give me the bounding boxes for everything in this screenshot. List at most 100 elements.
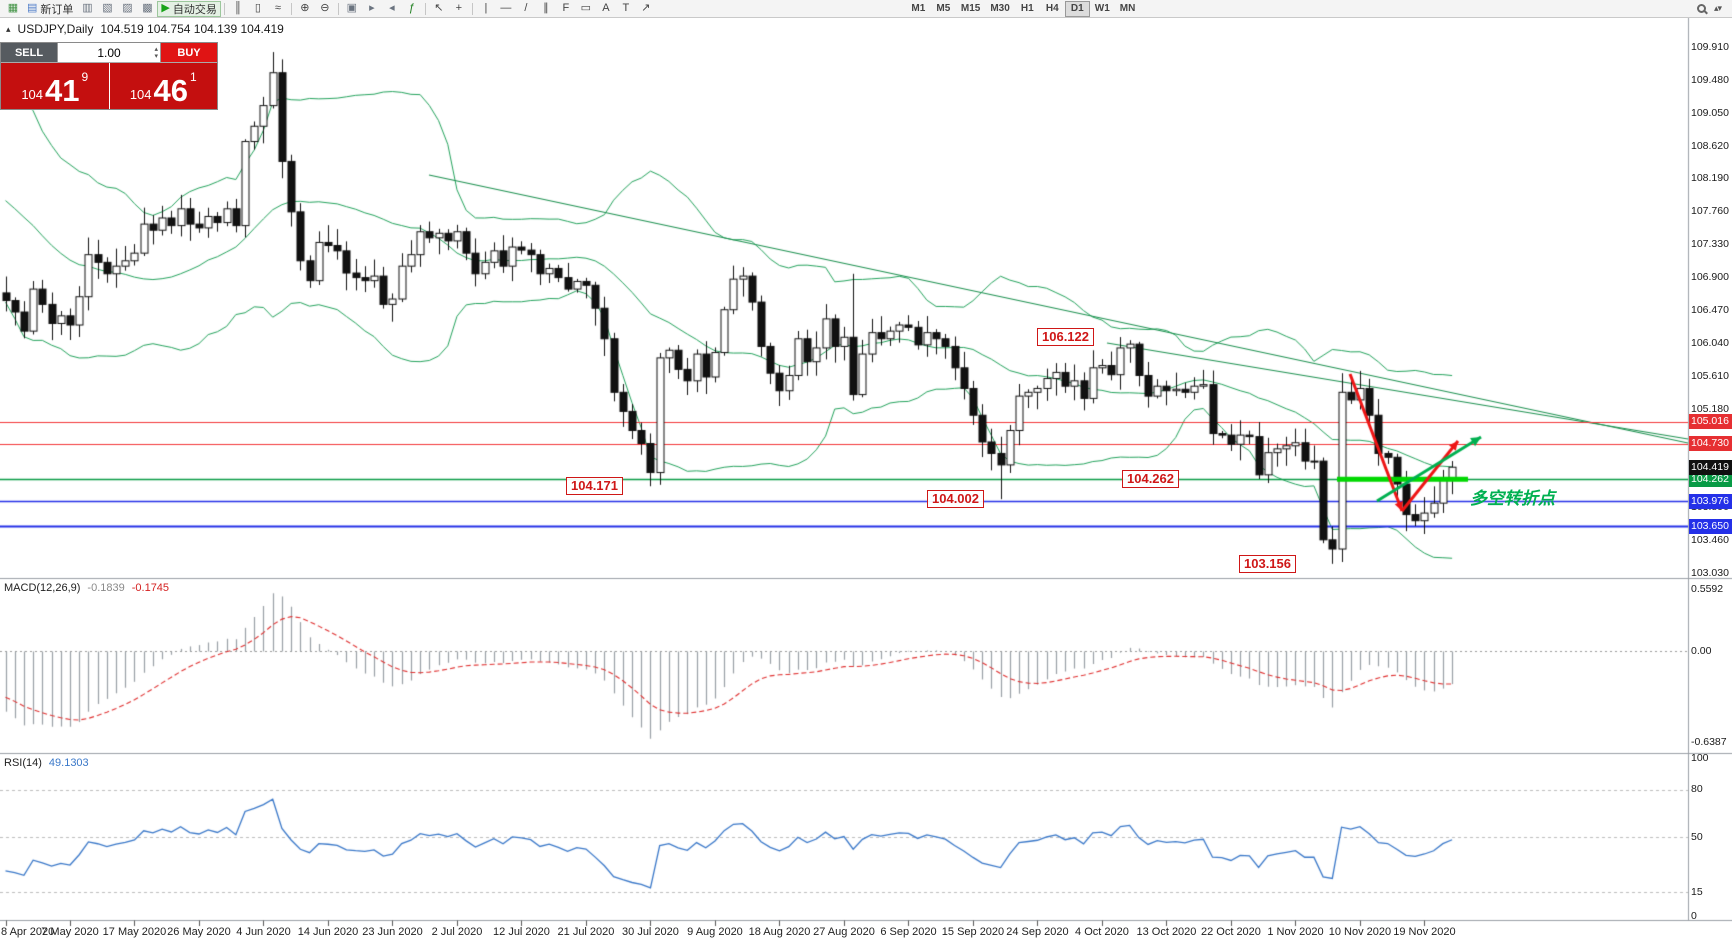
text-tool-button[interactable]: A — [596, 1, 616, 17]
date-label: 22 Oct 2020 — [1200, 926, 1261, 938]
macd-indicator-label: MACD(12,26,9) -0.1839 -0.1745 — [4, 582, 169, 594]
auto-scroll-icon: ▸ — [369, 2, 375, 14]
price-callout-104.262[interactable]: 104.262 — [1122, 470, 1179, 489]
timeframe-h1-button[interactable]: H1 — [1020, 3, 1034, 14]
text-label-tool-icon: T — [622, 2, 630, 14]
price-callout-103.156[interactable]: 103.156 — [1239, 554, 1296, 573]
buy-price[interactable]: 104 46 1 — [109, 63, 217, 109]
rsi-axis-label-50: 50 — [1691, 830, 1703, 843]
channel-tool-button[interactable]: ∥ — [536, 1, 556, 17]
navigator-button[interactable]: ▨ — [117, 1, 137, 17]
price-tag-105.016: 105.016 — [1689, 414, 1732, 430]
buy-button[interactable]: BUY — [161, 43, 217, 62]
bar-chart-mode-button[interactable]: ║ — [228, 1, 248, 17]
date-label: 18 Aug 2020 — [748, 926, 811, 938]
terminal-icon: ▩ — [142, 2, 153, 14]
horizontal-line-tool-button[interactable]: — — [496, 1, 516, 17]
auto-trading-button[interactable]: ▶ 自动交易 — [157, 0, 221, 17]
data-window-button[interactable]: ▧ — [97, 1, 117, 17]
line-chart-mode-button[interactable]: ≈ — [268, 1, 288, 17]
tile-windows-icon: ▣ — [346, 2, 358, 14]
line-chart-mode-icon: ≈ — [274, 2, 281, 14]
zoom-in-button[interactable]: ⊕ — [295, 1, 315, 17]
toolbar-separator — [290, 2, 292, 15]
macd-axis-zero-label: 0.00 — [1691, 644, 1712, 657]
price-scale-label: 109.480 — [1691, 73, 1729, 86]
turning-point-annotation[interactable]: 多空转折点 — [1470, 489, 1555, 508]
trade-panel-controls: SELL ▴ ▾ BUY — [1, 43, 217, 63]
volume-down-icon[interactable]: ▾ — [154, 52, 158, 60]
fibonacci-tool-icon: F — [562, 2, 570, 14]
sell-price-sup: 9 — [81, 70, 89, 84]
date-label: 26 May 2020 — [167, 926, 231, 938]
trendline-tool-icon: / — [524, 2, 528, 14]
volume-up-icon[interactable]: ▴ — [154, 45, 158, 53]
chart-shift-icon: ◂ — [389, 2, 395, 14]
timeframe-m15-button[interactable]: M15 — [960, 3, 981, 14]
cursor-tool-button[interactable]: ↖ — [429, 1, 449, 17]
macd-main-value: -0.1839 — [87, 582, 125, 594]
date-label: 4 Jun 2020 — [236, 926, 291, 938]
macd-axis-min-label: -0.6387 — [1691, 736, 1727, 748]
market-watch-icon: ▥ — [82, 2, 93, 14]
price-callout-104.171[interactable]: 104.171 — [566, 477, 623, 496]
macd-name: MACD(12,26,9) — [4, 582, 81, 594]
volume-input[interactable] — [58, 43, 160, 62]
toolbar-scroll-icon[interactable]: ▴▾ — [1713, 3, 1722, 13]
chart-shift-button[interactable]: ◂ — [382, 1, 402, 17]
shapes-tool-icon: ▭ — [580, 2, 592, 14]
shapes-tool-button[interactable]: ▭ — [576, 1, 596, 17]
date-label: 17 May 2020 — [102, 926, 167, 938]
candlestick-mode-button[interactable]: ▯ — [248, 1, 268, 17]
sell-price-big: 41 — [45, 72, 80, 108]
price-scale-label: 107.330 — [1691, 238, 1729, 251]
trendline-tool-button[interactable]: / — [516, 1, 536, 17]
timeframe-h4-button[interactable]: H4 — [1045, 3, 1059, 14]
symbol-title: USDJPY,Daily — [17, 22, 94, 36]
date-label: 14 Jun 2020 — [297, 926, 359, 938]
indicators-add-button[interactable]: ƒ — [402, 1, 422, 17]
price-tag-104.730: 104.730 — [1689, 436, 1732, 451]
arrow-tool-button[interactable]: ↗ — [636, 1, 656, 17]
candlestick-mode-icon: ▯ — [254, 2, 261, 14]
search-icon[interactable] — [1696, 4, 1706, 13]
price-callout-106.122[interactable]: 106.122 — [1037, 328, 1094, 347]
zoom-out-button[interactable]: ⊖ — [315, 1, 335, 17]
sell-button[interactable]: SELL — [1, 43, 57, 62]
timeframe-m5-button[interactable]: M5 — [936, 3, 951, 14]
fibonacci-tool-button[interactable]: F — [556, 1, 576, 17]
collapse-panel-icon[interactable]: ▴ — [6, 23, 11, 34]
toolbar-separator — [223, 2, 225, 15]
new-chart-button[interactable]: ▦ — [3, 1, 23, 17]
cursor-tool-icon: ↖ — [434, 2, 444, 14]
date-label: 27 Aug 2020 — [813, 926, 875, 938]
auto-scroll-button[interactable]: ▸ — [362, 1, 382, 17]
buy-price-prefix: 104 — [129, 86, 152, 102]
auto-trading-label: 自动交易 — [172, 3, 217, 16]
timeframe-toolbar: M1 M5 M15 M30 H1 H4 D1 W1 MN — [906, 0, 1140, 17]
date-label: 7 May 2020 — [41, 926, 99, 938]
timeframe-mn-button[interactable]: MN — [1119, 3, 1136, 14]
price-scale-label: 109.910 — [1691, 41, 1729, 53]
price-callout-104.002[interactable]: 104.002 — [927, 490, 984, 509]
text-label-tool-button[interactable]: T — [616, 1, 636, 17]
new-order-button[interactable]: ▤ 新订单 — [23, 1, 77, 17]
crosshair-tool-button[interactable]: + — [449, 1, 469, 17]
zoom-in-icon: ⊕ — [300, 2, 310, 14]
tile-windows-button[interactable]: ▣ — [342, 1, 362, 17]
volume-spinner: ▴ ▾ — [154, 43, 158, 62]
sell-price[interactable]: 104 41 9 — [1, 63, 109, 109]
timeframe-d1-button[interactable]: D1 — [1064, 0, 1090, 17]
rsi-axis-label-100: 100 — [1691, 751, 1709, 764]
timeframe-m30-button[interactable]: M30 — [990, 3, 1010, 14]
date-label: 19 Nov 2020 — [1393, 926, 1456, 938]
rsi-axis-label-80: 80 — [1691, 783, 1703, 796]
toolbar-right-icons: ▴▾ — [1696, 3, 1729, 14]
timeframe-w1-button[interactable]: W1 — [1094, 3, 1110, 14]
terminal-button[interactable]: ▩ — [137, 1, 157, 17]
vertical-line-tool-button[interactable]: | — [476, 1, 496, 17]
market-watch-button[interactable]: ▥ — [77, 1, 97, 17]
timeframe-m1-button[interactable]: M1 — [911, 3, 926, 14]
